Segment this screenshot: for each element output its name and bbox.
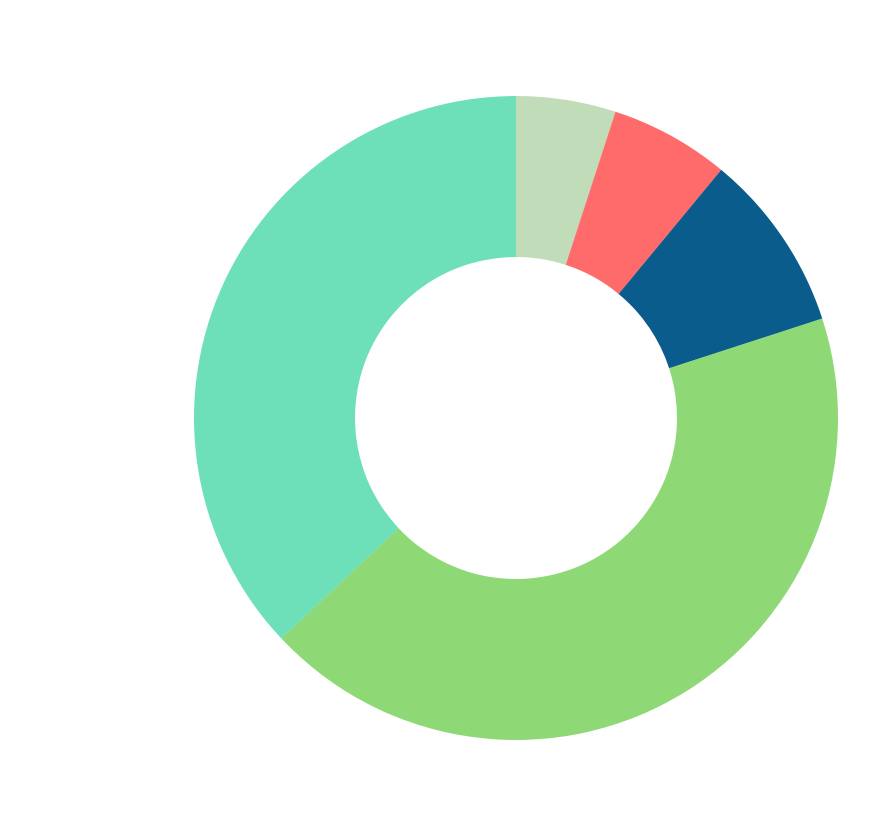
- donut-segment: [618, 169, 823, 369]
- donut-segment: [565, 111, 722, 294]
- donut-segment: [194, 96, 517, 639]
- donut-segment: [281, 318, 839, 741]
- donut-segment: [516, 96, 616, 265]
